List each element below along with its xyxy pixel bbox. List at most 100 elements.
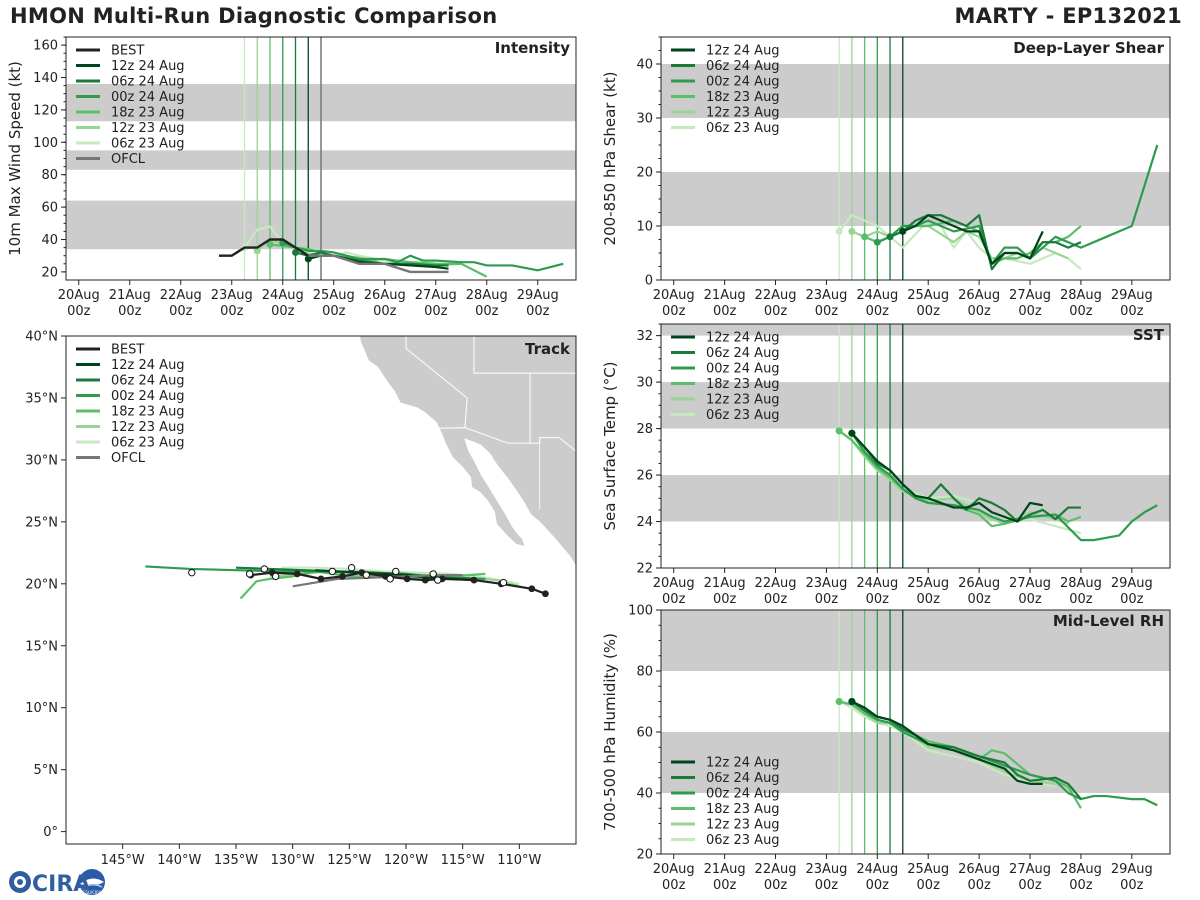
rh-plot-area [661,610,1170,854]
shear-xtick-label-hour: 00z [1120,304,1144,319]
shear-xtick-label-day: 23Aug [805,288,847,303]
rh-panel: 2040608010020Aug00z21Aug00z22Aug00z23Aug… [601,604,1171,893]
intensity-xtick-label-day: 21Aug [109,288,151,303]
rh-xtick-label-hour: 00z [662,878,686,893]
shear-series-start-marker [848,227,856,235]
shear-xtick-label-hour: 00z [917,304,941,319]
intensity-title: Intensity [495,39,571,57]
rh-xtick-label-day: 29Aug [1111,862,1153,877]
shear-xtick-label-day: 24Aug [856,288,898,303]
intensity-xtick-label-day: 23Aug [211,288,253,303]
rh-series-line [851,700,1043,785]
track-series-line [281,566,520,585]
sst-ytick-label: 32 [636,329,653,344]
track-ytick-label: 20°N [25,577,58,592]
shear-series-line [889,214,1082,271]
shear-xtick-label-day: 20Aug [653,288,695,303]
intensity-ytick-label: 140 [33,71,58,86]
intensity-legend-label: 00z 24 Aug [111,90,185,105]
track-best-marker [293,570,301,578]
sst-xtick-label-day: 27Aug [1009,576,1051,591]
track-forecast-marker [429,570,437,578]
sst-xtick-label-day: 28Aug [1060,576,1102,591]
track-ytick-label: 15°N [25,639,58,654]
rh-series-start-marker [835,698,843,705]
shear-series-start-marker [899,227,907,235]
sst-series-line [850,432,1158,542]
rh-ylabel: 700-500 hPa Humidity (%) [601,633,619,831]
shear-xtick-label-hour: 00z [662,304,686,319]
sst-ytick-label: 26 [636,469,653,484]
track-legend-label: 06z 23 Aug [111,436,185,451]
sst-xtick-label-day: 21Aug [704,576,746,591]
sst-xtick-label-hour: 00z [1069,592,1093,607]
intensity-ofcl-line [308,254,449,274]
sst-panel: 22242628303220Aug00z21Aug00z22Aug00z23Au… [601,323,1171,607]
sst-xtick-label-hour: 00z [866,592,890,607]
shear-xtick-label-hour: 00z [764,304,788,319]
track-panel: 0° 5°N 10°N 15°N 20°N 25°N 30°N 35°N 40°N 145°W 14… [25,330,577,868]
rh-legend-label: 12z 23 Aug [706,818,780,833]
intensity-plot-area [66,37,576,280]
intensity-best-line [219,238,309,257]
sst-legend-label: 06z 23 Aug [706,408,780,423]
rh-xtick-label-day: 23Aug [805,862,847,877]
track-state-border [464,397,468,428]
track-frame [65,335,577,845]
track-forecast-marker [434,576,442,584]
cira-logo-icon [9,869,105,895]
intensity-xtick-label-hour: 00z [322,304,346,319]
cira-logo: CIRA CSU/CIRA [9,869,105,897]
shear-xtick-label-day: 26Aug [958,288,1000,303]
intensity-xtick-label-hour: 00z [475,304,499,319]
cira-logo-text: CIRA [32,872,90,897]
rh-legend-label: 18z 23 Aug [706,802,780,817]
intensity-legend-label: 18z 23 Aug [111,106,185,121]
rh-ytick-label: 20 [636,848,653,863]
rh-xtick-label-hour: 00z [967,878,991,893]
sst-xtick-label-hour: 00z [815,592,839,607]
rh-title: Mid-Level RH [1053,612,1164,630]
rh-xtick-label-day: 21Aug [704,862,746,877]
sst-ytick-label: 30 [636,376,653,391]
track-forecast-marker [260,565,269,573]
intensity-xtick-label-day: 25Aug [313,288,355,303]
track-best-marker [470,576,478,584]
intensity-xtick-label-hour: 00z [271,304,295,319]
sst-xtick-label-day: 29Aug [1111,576,1153,591]
track-legend-label: OFCL [111,451,146,466]
rh-xtick-label-day: 26Aug [958,862,1000,877]
sst-frame [660,323,1171,569]
sst-xtick-label-hour: 00z [1120,592,1144,607]
sst-series-line [851,432,1043,523]
track-xtick-label: 110°W [497,853,541,868]
sst-series-start-marker [835,427,843,435]
intensity-ytick-label: 60 [41,201,58,216]
track-ytick-label: 30°N [25,453,58,468]
shear-series-start-marker [873,238,881,246]
track-xtick-label: 115°W [441,853,485,868]
shear-xtick-label-day: 28Aug [1060,288,1102,303]
shear-ytick-label: 40 [636,58,653,73]
intensity-series-line [282,241,564,272]
sst-ytick-label: 24 [636,515,653,530]
sst-xtick-label-hour: 00z [967,592,991,607]
track-forecast-marker [271,572,280,581]
rh-legend-label: 06z 24 Aug [706,771,780,786]
shear-xtick-label-day: 21Aug [704,288,746,303]
track-legend-label: 18z 23 Aug [111,405,185,420]
track-state-border [405,336,468,399]
track-legend-label: 06z 24 Aug [111,374,185,389]
shear-xtick-label-day: 29Aug [1111,288,1153,303]
shear-legend-label: 06z 24 Aug [706,59,780,74]
intensity-xtick-label-day: 22Aug [160,288,202,303]
intensity-legend-label: 06z 24 Aug [111,75,185,90]
rh-xtick-label-day: 28Aug [1060,862,1102,877]
rh-xtick-label-hour: 00z [866,878,890,893]
sst-plot-area [661,324,1170,568]
intensity-xtick-label-day: 20Aug [58,288,100,303]
track-ytick-label: 40°N [25,330,58,345]
rh-ytick-label: 80 [636,665,653,680]
